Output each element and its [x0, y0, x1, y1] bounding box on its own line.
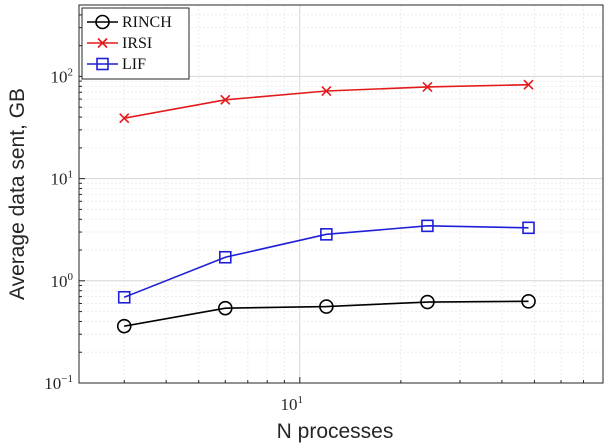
marker-stroke: [119, 113, 130, 124]
legend-label: LIF: [122, 56, 146, 73]
marker-stroke: [97, 37, 108, 49]
series-line: [123, 225, 529, 299]
legend-label: RINCH: [122, 14, 172, 31]
grid: [79, 4, 604, 384]
data-point: [220, 94, 231, 105]
x-axis-label: N processes: [277, 420, 394, 443]
y-tick-label: 10−1: [44, 373, 73, 393]
marker-stroke: [321, 85, 332, 97]
data-point: [320, 228, 333, 241]
x-tick-label: 101: [281, 394, 304, 414]
legend-entry: LIF: [87, 56, 146, 73]
data-point: [523, 79, 534, 90]
legend-marker: [96, 57, 109, 71]
data-point: [521, 294, 536, 309]
series-line: [124, 83, 529, 120]
data-point: [117, 290, 131, 304]
legend: RINCH IRSI LIF: [81, 7, 190, 80]
series-lif: [117, 219, 535, 304]
data-point: [217, 300, 233, 316]
series-rinch: [116, 294, 536, 334]
legend-marker: [95, 14, 110, 30]
axis-ticks: 101 10−1 100 101 102: [44, 4, 604, 414]
data-point: [522, 221, 535, 235]
data-point: [116, 318, 132, 334]
series: [116, 79, 536, 334]
data-point: [422, 81, 433, 92]
marker-stroke: [422, 81, 433, 92]
data-point: [420, 294, 435, 310]
series-irsi: [119, 79, 534, 124]
marker-stroke: [523, 79, 534, 90]
y-tick-label: 102: [51, 66, 74, 86]
legend-entry: IRSI: [87, 35, 152, 52]
data-point: [218, 250, 232, 264]
data-point: [119, 113, 130, 124]
y-tick-label: 101: [51, 169, 74, 189]
legend-entry: RINCH: [87, 14, 172, 31]
legend-marker: [97, 37, 108, 49]
series-line: [124, 300, 529, 327]
marker-stroke: [220, 94, 231, 105]
legend-label: IRSI: [122, 35, 152, 52]
y-tick-label: 100: [51, 271, 74, 291]
y-axis-label: Average data sent, GB: [6, 88, 29, 300]
data-point: [321, 85, 332, 97]
data-point: [319, 299, 334, 314]
data-point: [421, 219, 434, 233]
